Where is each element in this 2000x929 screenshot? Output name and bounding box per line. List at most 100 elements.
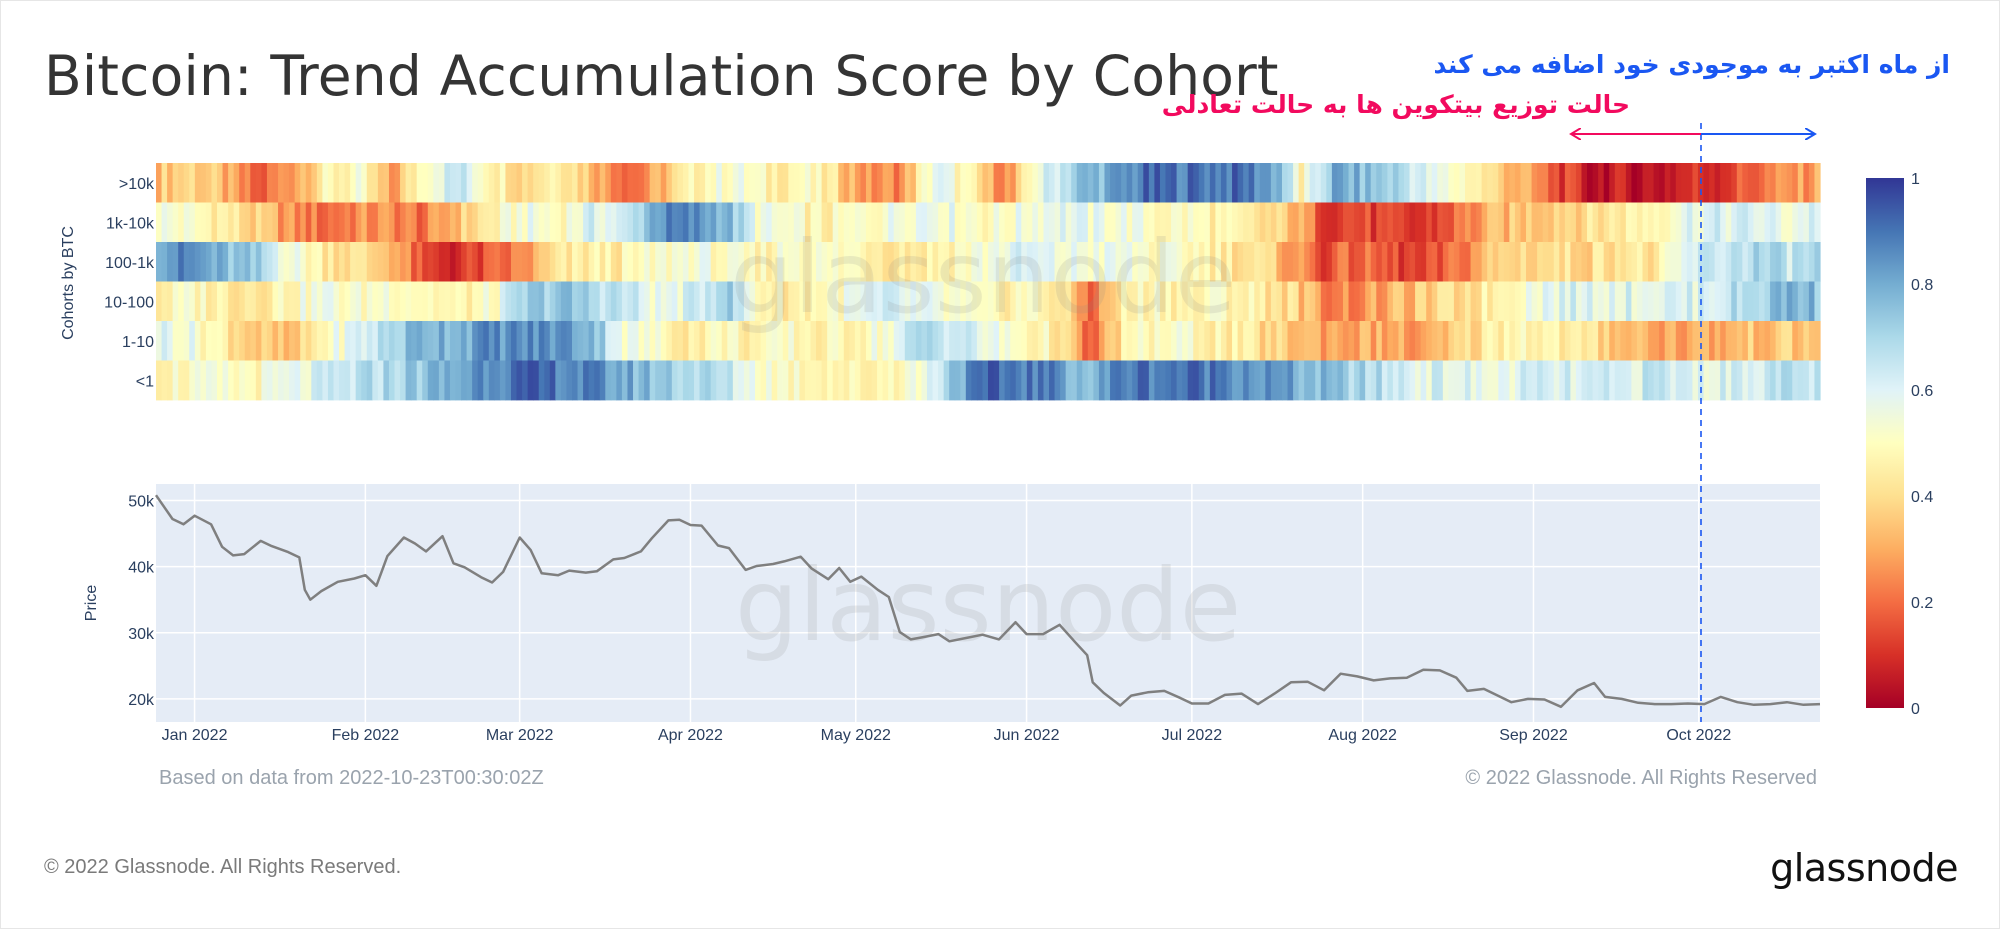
heatmap-cell [616, 202, 623, 243]
heatmap-cell [960, 360, 967, 401]
heatmap-cell [1642, 321, 1649, 361]
chart-copyright: © 2022 Glassnode. All Rights Reserved [1465, 767, 1817, 789]
heatmap-cell [699, 360, 706, 401]
heatmap-cell [1232, 202, 1239, 243]
heatmap-cell [1093, 163, 1100, 203]
heatmap-cell [1697, 242, 1705, 282]
heatmap-cell [666, 281, 673, 322]
heatmap-cell [1098, 281, 1106, 322]
heatmap-cell [1636, 242, 1644, 282]
heatmap-cell [1315, 321, 1322, 361]
heatmap-cell [577, 163, 584, 203]
heatmap-cell [644, 163, 651, 203]
heatmap-cell [882, 163, 889, 203]
heatmap-cell [1026, 281, 1033, 322]
heatmap-cell [727, 163, 734, 203]
heatmap-cell [477, 242, 484, 282]
heatmap-cell [1387, 202, 1394, 243]
heatmap-cell [1692, 360, 1699, 401]
heatmap-cell [1803, 360, 1810, 401]
heatmap-cell [505, 163, 512, 203]
heatmap-cell [305, 202, 312, 243]
heatmap-cell [1520, 360, 1527, 401]
heatmap-cell [377, 281, 385, 322]
heatmap-cell [516, 202, 523, 243]
heatmap-cell [888, 360, 895, 401]
heatmap-cell [1165, 242, 1172, 282]
heatmap-cell [827, 281, 834, 322]
heatmap-cell [549, 163, 556, 203]
heatmap-cell [1636, 281, 1644, 322]
heatmap-cell [366, 163, 373, 203]
heatmap-cell [1670, 242, 1677, 282]
heatmap-cell [743, 242, 751, 282]
heatmap-cell [1309, 321, 1316, 361]
heatmap-cell [577, 281, 584, 322]
heatmap-cell [1742, 281, 1749, 322]
heatmap-cell [1093, 281, 1100, 322]
heatmap-cell [1215, 360, 1222, 401]
heatmap-cell [1731, 321, 1738, 361]
heatmap-cell [1270, 163, 1278, 203]
price-y-tick-label: 30k [128, 626, 155, 643]
heatmap-cell [1814, 242, 1821, 282]
heatmap-cell [605, 321, 612, 361]
heatmap-cell [1054, 360, 1061, 401]
heatmap-cell [1326, 202, 1333, 243]
heatmap-cell [1681, 163, 1688, 203]
heatmap-cell [1603, 321, 1610, 361]
heatmap-cell [1337, 321, 1344, 361]
heatmap-cell [1797, 321, 1804, 361]
heatmap-cell [394, 202, 401, 243]
heatmap-cell [882, 281, 889, 322]
heatmap-cell [649, 163, 656, 203]
heatmap-cell [1564, 202, 1571, 243]
heatmap-cell [1670, 163, 1677, 203]
heatmap-cell [350, 281, 357, 322]
heatmap-cell [1121, 202, 1128, 243]
heatmap-cell [366, 202, 373, 243]
heatmap-cell [178, 202, 185, 243]
heatmap-cell [1243, 202, 1250, 243]
heatmap-cell [1026, 202, 1033, 243]
heatmap-cell [782, 202, 789, 243]
heatmap-cell [760, 281, 767, 322]
heatmap-cell [1681, 202, 1688, 243]
glassnode-logo: glassnode [1770, 846, 1958, 890]
heatmap-cell [1071, 163, 1078, 203]
heatmap-cell [300, 163, 307, 203]
heatmap-cell [1143, 281, 1150, 322]
heatmap-cell [793, 163, 801, 203]
heatmap-cell [167, 281, 174, 322]
heatmap-cell [644, 360, 651, 401]
heatmap-cell [1625, 163, 1633, 203]
heatmap-cell [1148, 321, 1155, 361]
heatmap-cell [1603, 281, 1610, 322]
heatmap-cell [1659, 281, 1666, 322]
heatmap-cell [266, 281, 274, 322]
heatmap-cell [1065, 281, 1072, 322]
heatmap-cell [732, 163, 739, 203]
heatmap-cell [804, 163, 812, 203]
heatmap-cell [860, 321, 867, 361]
heatmap-cell [688, 281, 695, 322]
heatmap-cell [1298, 360, 1305, 401]
heatmap-cell [882, 242, 889, 282]
heatmap-cell [311, 321, 318, 361]
heatmap-cell [766, 202, 773, 243]
heatmap-cell [350, 242, 357, 282]
heatmap-cell [1293, 242, 1300, 282]
heatmap-cell [377, 321, 385, 361]
heatmap-cell [644, 242, 651, 282]
heatmap-cell [888, 242, 895, 282]
heatmap-cell [1043, 202, 1050, 243]
heatmap-cell [721, 281, 728, 322]
heatmap-cell [1736, 281, 1743, 322]
heatmap-cell [217, 321, 224, 361]
heatmap-cell [1315, 360, 1322, 401]
heatmap-cell [522, 281, 529, 322]
heatmap-cell [1049, 360, 1056, 401]
heatmap-cell [727, 242, 734, 282]
heatmap-cell [522, 202, 529, 243]
